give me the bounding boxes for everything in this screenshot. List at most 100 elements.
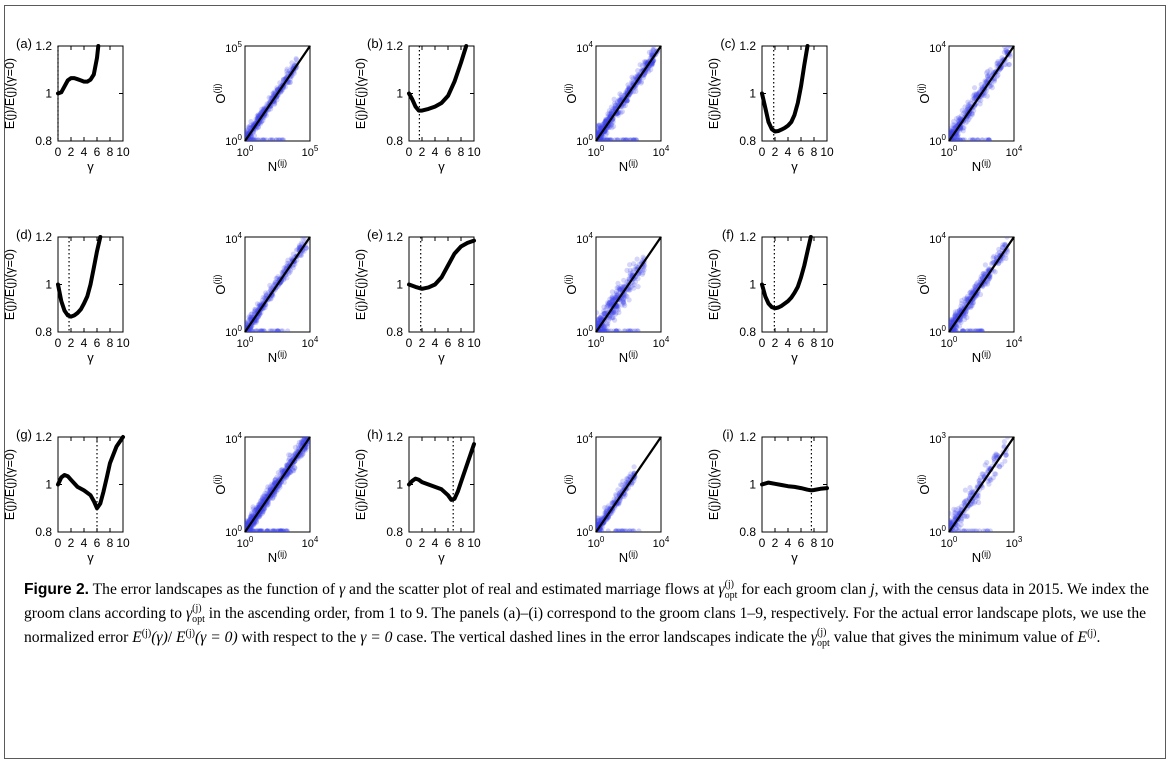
scatter-point <box>968 304 974 311</box>
error-curve <box>760 44 810 134</box>
scatter-point <box>250 528 256 532</box>
scatter-point <box>613 328 619 332</box>
scatter-point <box>985 73 991 79</box>
scatter-point <box>607 299 613 305</box>
scatter-point <box>596 129 599 136</box>
scatter-point <box>598 315 605 321</box>
scatter-point <box>617 97 623 103</box>
scatter-point <box>957 116 963 122</box>
scatter-point <box>602 328 608 332</box>
x-tick-label: 10 <box>116 336 130 350</box>
scatter-point <box>257 528 263 532</box>
x-tick-label: 0 <box>55 536 62 550</box>
x-tick-label: 8 <box>458 145 465 159</box>
scatter-point <box>278 528 284 532</box>
scatter-point <box>613 290 620 297</box>
scatter-point <box>247 137 253 141</box>
scatter-point <box>259 528 265 532</box>
scatter-point <box>606 111 613 117</box>
x-tick-label: 100 <box>941 535 958 550</box>
scatter-point <box>248 122 254 128</box>
scatter-point <box>949 510 952 516</box>
scatter-point <box>245 520 248 526</box>
scatter-point <box>991 453 998 459</box>
scatter-point <box>288 255 294 262</box>
scatter-point <box>292 464 298 471</box>
scatter-point <box>248 328 254 332</box>
scatter-point <box>624 98 630 104</box>
identity-line <box>948 45 1015 142</box>
scatter-point <box>631 282 637 288</box>
scatter-point <box>982 271 988 277</box>
scatter-point <box>631 261 637 267</box>
scatter-point <box>971 137 977 141</box>
scatter-point <box>949 316 955 322</box>
scatter-point <box>601 328 607 332</box>
scatter-point <box>613 289 619 295</box>
scatter-point <box>251 522 257 528</box>
scatter-point <box>604 304 610 310</box>
scatter-point <box>628 471 634 477</box>
scatter-point <box>994 60 1000 67</box>
scatter-point <box>249 512 256 518</box>
scatter-point <box>995 251 1001 257</box>
scatter-point <box>605 111 611 117</box>
scatter-point <box>996 464 1003 470</box>
scatter-point <box>601 328 607 332</box>
scatter-point <box>271 491 278 497</box>
scatter-point <box>964 328 970 332</box>
scatter-point <box>248 514 254 520</box>
scatter-point <box>284 260 290 266</box>
scatter-point <box>967 303 973 309</box>
scatter-point <box>284 528 290 532</box>
scatter-point <box>649 62 655 68</box>
scatter-point <box>958 113 964 119</box>
y-tick-label: 100 <box>576 324 593 339</box>
scatter-point <box>297 442 304 448</box>
scatter-point <box>627 272 633 278</box>
y-axis-label: O(ij) <box>916 83 932 103</box>
scatter-point <box>254 113 260 119</box>
scatter-point <box>278 528 285 532</box>
scatter-point <box>627 328 634 332</box>
scatter-point <box>626 287 632 293</box>
scatter-point <box>637 62 643 68</box>
x-tick-label: 8 <box>458 536 465 550</box>
scatter-point <box>596 131 599 137</box>
scatter-point <box>605 302 611 308</box>
scatter-point <box>611 96 617 102</box>
scatter-point <box>608 110 614 116</box>
scatter-point <box>247 137 253 141</box>
scatter-point <box>602 118 608 124</box>
scatter-point <box>596 122 601 128</box>
scatter-point <box>597 125 603 131</box>
scatter-point <box>258 497 264 503</box>
scatter-point <box>597 315 603 321</box>
scatter-point <box>610 297 616 303</box>
scatter-point <box>301 437 307 442</box>
scatter-point <box>985 277 992 283</box>
scatter-point <box>954 308 961 315</box>
scatter-point <box>625 477 631 483</box>
scatter-point <box>975 137 981 141</box>
scatter-point <box>960 125 966 131</box>
scatter-point <box>596 317 603 323</box>
scatter-point <box>598 315 604 321</box>
scatter-point <box>602 505 608 511</box>
scatter-point <box>255 112 261 118</box>
scatter-point <box>280 137 287 141</box>
scatter-point <box>613 328 619 332</box>
scatter-point <box>299 440 305 446</box>
scatter-point <box>979 328 985 332</box>
scatter-point <box>276 137 282 141</box>
scatter-point <box>269 481 275 487</box>
scatter-point <box>286 456 292 462</box>
scatter-point <box>298 439 304 445</box>
scatter-point <box>274 328 280 332</box>
scatter-point <box>596 517 602 524</box>
scatter-point <box>596 127 602 134</box>
scatter-point <box>1004 237 1010 240</box>
scatter-point <box>972 92 978 99</box>
scatter-point <box>258 500 264 506</box>
scatter-point <box>275 328 281 332</box>
